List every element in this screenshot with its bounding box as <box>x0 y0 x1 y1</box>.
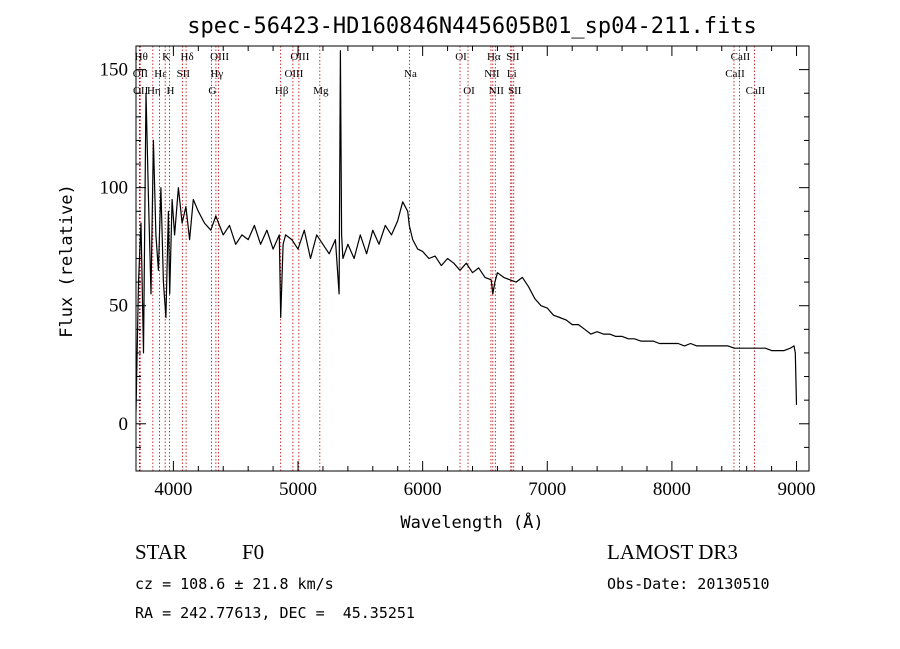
object-subclass: F0 <box>242 540 265 564</box>
line-marker-label: K <box>162 51 170 63</box>
y-axis-label: Flux (relative) <box>57 184 77 338</box>
line-marker-label: Hδ <box>181 51 194 63</box>
survey-name: LAMOST DR3 <box>607 540 738 564</box>
y-tick-label: 50 <box>109 296 128 317</box>
line-marker-label: CaII <box>725 68 745 80</box>
x-axis: 4000 5000 6000 7000 8000 9000 <box>154 46 816 500</box>
x-tick-label: 8000 <box>653 479 691 500</box>
line-markers: OIIHθOIIHηHεKHSIIHδGHγOIIIHβOIIIOIIIMgNa… <box>133 46 766 471</box>
line-marker-label: Hα <box>487 51 501 63</box>
line-marker-label: Mg <box>313 85 329 97</box>
plot-frame <box>135 45 810 472</box>
x-tick-label: 7000 <box>528 479 566 500</box>
line-marker-label: Hη <box>147 85 161 97</box>
coordinates: RA = 242.77613, DEC = 45.35251 <box>135 604 415 622</box>
line-marker-label: Hθ <box>135 51 148 63</box>
line-marker-label: Hε <box>154 68 167 80</box>
line-marker-label: OIII <box>210 51 229 63</box>
spectrum-line <box>136 50 798 413</box>
line-marker-label: SII <box>508 85 522 97</box>
obs-date: Obs-Date: 20130510 <box>607 575 770 593</box>
line-marker-label: OII <box>133 85 149 97</box>
x-tick-label: 6000 <box>404 479 442 500</box>
x-tick-label: 9000 <box>778 479 816 500</box>
line-marker-label: OI <box>463 85 475 97</box>
line-marker-label: OIII <box>290 51 309 63</box>
line-marker-label: Na <box>404 68 417 80</box>
line-marker-label: OI <box>455 51 467 63</box>
redshift-text: cz = 108.6 ± 21.8 km/s <box>135 575 334 593</box>
line-marker-label: OIII <box>284 68 303 80</box>
line-marker-label: CaII <box>731 51 751 63</box>
x-tick-label: 5000 <box>279 479 317 500</box>
x-tick-label: 4000 <box>154 479 192 500</box>
chart-title: spec-56423-HD160846N445605B01_sp04-211.f… <box>187 14 757 39</box>
y-tick-label: 0 <box>119 414 129 435</box>
line-marker-label: H <box>167 85 175 97</box>
line-marker-label: Hβ <box>275 85 289 97</box>
y-tick-label: 150 <box>100 60 129 81</box>
y-tick-label: 100 <box>100 178 129 199</box>
line-marker-label: SII <box>177 68 191 80</box>
x-axis-label: Wavelength (Å) <box>400 511 543 533</box>
y-axis: 0 50 100 150 <box>100 45 809 472</box>
line-marker-label: NII <box>484 68 500 80</box>
line-marker-label: SII <box>506 51 520 63</box>
line-marker-label: NII <box>489 85 505 97</box>
line-marker-label: G <box>208 85 216 97</box>
object-class: STAR <box>135 540 187 564</box>
line-marker-label: Hγ <box>210 68 223 80</box>
line-marker-label: CaII <box>746 85 766 97</box>
spectrum-series <box>136 50 798 413</box>
